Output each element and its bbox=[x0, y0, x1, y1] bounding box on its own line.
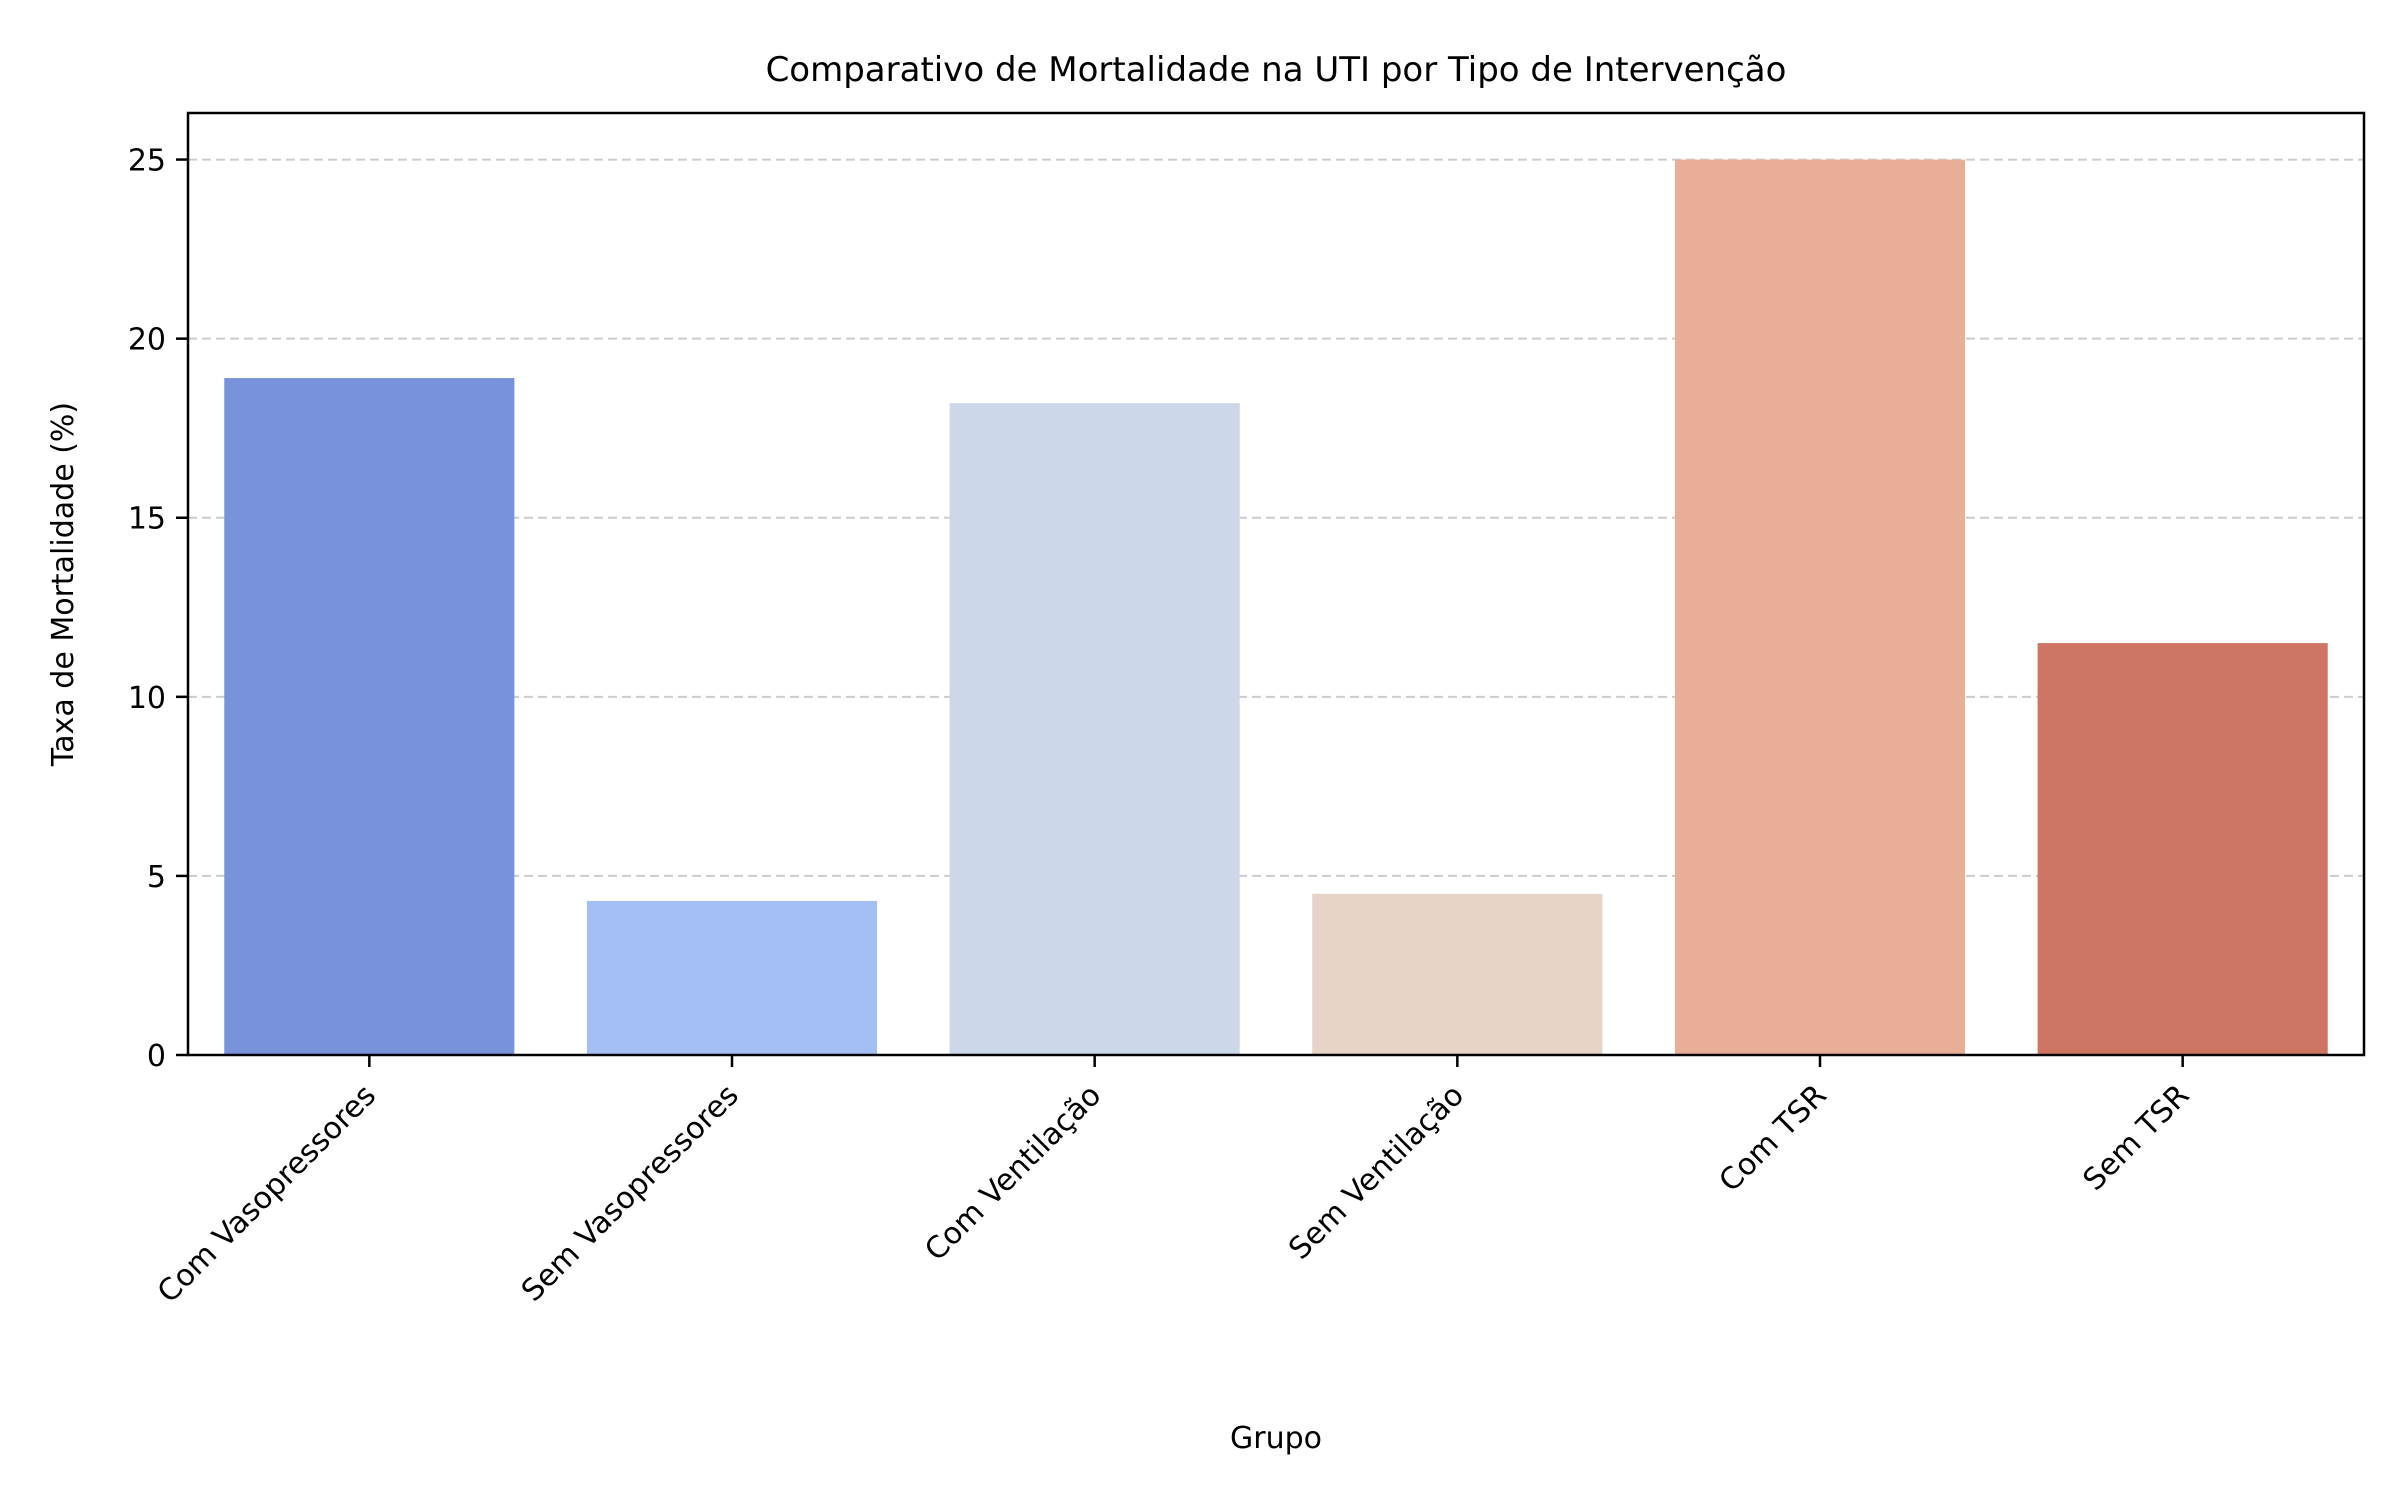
bar bbox=[1674, 159, 1966, 1055]
y-tick-label: 20 bbox=[128, 323, 166, 358]
bar bbox=[1312, 893, 1603, 1055]
y-axis-label: Taxa de Mortalidade (%) bbox=[46, 402, 81, 767]
y-tick-label: 10 bbox=[128, 681, 166, 716]
bar bbox=[949, 403, 1240, 1055]
chart-title: Comparativo de Mortalidade na UTI por Ti… bbox=[766, 50, 1787, 90]
x-tick-label: Com Vasopressores bbox=[151, 1078, 383, 1310]
x-tick-label: Com TSR bbox=[1713, 1078, 1834, 1199]
y-tick-label: 5 bbox=[147, 860, 166, 895]
y-tick-label: 15 bbox=[128, 502, 166, 537]
bar bbox=[2037, 643, 2328, 1055]
x-tick-label: Sem Ventilação bbox=[1282, 1078, 1471, 1267]
bar bbox=[224, 378, 515, 1055]
bars bbox=[224, 159, 2328, 1055]
y-tick-label: 25 bbox=[128, 144, 166, 179]
grid-lines bbox=[188, 158, 2364, 877]
y-tick-label: 0 bbox=[147, 1039, 166, 1074]
x-axis-ticks: Com Vasopressores Sem Vasopressores Com Ve… bbox=[151, 1055, 2196, 1310]
x-axis-label: Grupo bbox=[1230, 1421, 1322, 1456]
bar bbox=[586, 900, 878, 1055]
plot-frame bbox=[186, 111, 2366, 1057]
y-axis-ticks: 0 5 10 15 20 25 bbox=[128, 144, 188, 1074]
x-tick-label: Sem Vasopressores bbox=[515, 1078, 746, 1309]
x-tick-label: Sem TSR bbox=[2076, 1078, 2196, 1198]
x-tick-label: Com Ventilação bbox=[918, 1078, 1108, 1268]
